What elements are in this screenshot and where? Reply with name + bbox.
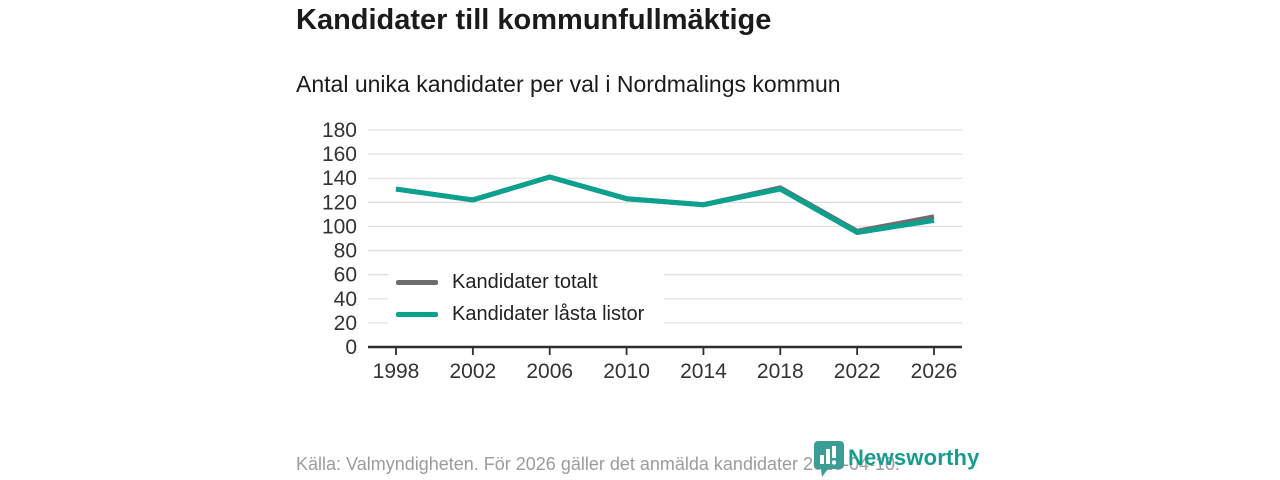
legend-swatch-teal	[396, 311, 438, 317]
x-tick-label: 1998	[373, 360, 420, 383]
y-tick-label: 140	[322, 167, 357, 190]
legend-label-locked-lists: Kandidater låsta listor	[452, 302, 645, 325]
y-tick-label: 0	[345, 336, 357, 359]
x-tick-label: 2010	[603, 360, 650, 383]
x-tick-label: 2002	[449, 360, 496, 383]
y-tick-label: 120	[322, 191, 357, 214]
x-tick-label: 2014	[680, 360, 727, 383]
chart-legend: Kandidater totalt Kandidater låsta listo…	[388, 264, 664, 332]
y-tick-label: 160	[322, 143, 357, 166]
source-note: Källa: Valmyndigheten. För 2026 gäller d…	[296, 454, 901, 474]
page-title: Kandidater till kommunfullmäktige	[296, 4, 772, 36]
chart-subtitle: Antal unika kandidater per val i Nordmal…	[296, 71, 841, 97]
y-tick-label: 100	[322, 215, 357, 238]
x-tick-label: 2022	[834, 360, 881, 383]
y-tick-label: 60	[334, 264, 357, 287]
y-tick-label: 180	[322, 119, 357, 142]
x-tick-label: 2018	[757, 360, 804, 383]
x-tick-label: 2006	[526, 360, 573, 383]
y-tick-label: 20	[334, 312, 357, 335]
y-tick-label: 40	[334, 288, 357, 311]
newsworthy-speech-bubble-icon	[814, 441, 844, 477]
legend-swatch-gray	[396, 279, 438, 285]
legend-item-total: Kandidater totalt	[388, 271, 664, 294]
legend-item-locked-lists: Kandidater låsta listor	[388, 303, 664, 326]
newsworthy-wordmark: Newsworthy	[848, 445, 980, 470]
legend-label-total: Kandidater totalt	[452, 270, 598, 293]
y-tick-label: 80	[334, 240, 357, 263]
x-tick-label: 2026	[911, 360, 958, 383]
series-line-1	[395, 174, 935, 235]
newsworthy-logo: Newsworthy	[813, 440, 980, 478]
